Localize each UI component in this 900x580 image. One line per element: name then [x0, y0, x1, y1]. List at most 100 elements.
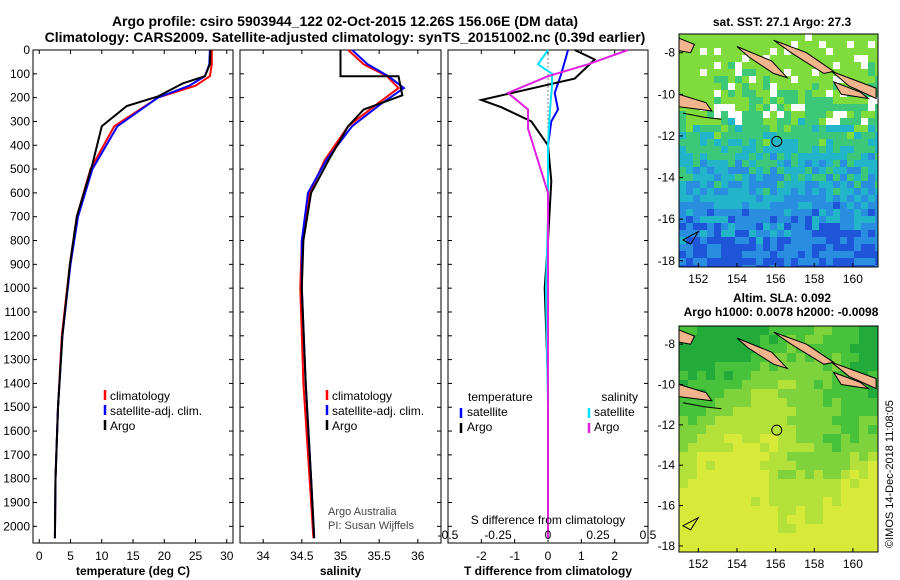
map-cell — [868, 195, 875, 202]
map-cell — [854, 223, 861, 230]
map-cell — [861, 76, 868, 83]
map-cell — [784, 195, 791, 202]
map-cell — [798, 209, 805, 216]
map-cell — [742, 488, 751, 497]
map-cell — [686, 216, 693, 223]
map-cell — [763, 209, 770, 216]
map-cell — [840, 216, 847, 223]
map-cell — [868, 216, 875, 223]
map-cell — [823, 542, 832, 551]
map-cell — [742, 97, 749, 104]
map-cell — [728, 174, 735, 181]
map-cell — [796, 380, 805, 389]
map-cell — [769, 542, 778, 551]
map-cell — [850, 353, 859, 362]
map-cell — [707, 202, 714, 209]
temperature-panel-frame — [32, 49, 234, 544]
map-cell — [805, 209, 812, 216]
map-cell — [791, 174, 798, 181]
map-cell — [868, 97, 875, 104]
map-cell — [777, 237, 784, 244]
map-cell — [859, 425, 868, 434]
map-cell — [840, 223, 847, 230]
map-cell — [686, 153, 693, 160]
map-cell — [715, 434, 724, 443]
map-cell — [850, 443, 859, 452]
map-cell — [707, 41, 714, 48]
map-cell — [861, 139, 868, 146]
map-cell — [700, 195, 707, 202]
map-cell — [850, 515, 859, 524]
map-cell — [751, 461, 760, 470]
map-cell — [805, 533, 814, 542]
map-cell — [823, 497, 832, 506]
map-cell — [688, 461, 697, 470]
map-cell — [769, 389, 778, 398]
map-cell — [823, 515, 832, 524]
map-cell — [697, 470, 706, 479]
map-cell — [721, 174, 728, 181]
map-cell — [791, 125, 798, 132]
map-cell — [787, 524, 796, 533]
map-cell — [814, 542, 823, 551]
map-cell — [833, 132, 840, 139]
map-cell — [714, 41, 721, 48]
map-cell — [859, 479, 868, 488]
map-cell — [756, 160, 763, 167]
map-cell — [679, 326, 688, 335]
map-cell — [847, 202, 854, 209]
map-cell — [798, 69, 805, 76]
map-cell — [868, 416, 877, 425]
map-cell — [700, 265, 707, 267]
map-cell — [749, 104, 756, 111]
map-cell — [805, 488, 814, 497]
map-cell — [875, 188, 878, 195]
map-cell — [721, 139, 728, 146]
map-cell — [697, 380, 706, 389]
island — [736, 337, 789, 370]
map-cell — [805, 216, 812, 223]
s-tick-label: 0.25 — [586, 528, 610, 542]
map-cell — [861, 258, 868, 265]
map-cell — [796, 362, 805, 371]
map-x-tick-label: 152 — [688, 557, 708, 571]
map-cell — [868, 362, 877, 371]
map-cell — [735, 181, 742, 188]
map-cell — [769, 461, 778, 470]
map-cell — [724, 425, 733, 434]
map-cell — [791, 132, 798, 139]
map-cell — [760, 326, 769, 335]
map-cell — [735, 195, 742, 202]
map-cell — [819, 83, 826, 90]
map-cell — [784, 118, 791, 125]
map-cell — [812, 83, 819, 90]
series-salinity-argo — [506, 49, 629, 539]
map-cell — [751, 416, 760, 425]
map-cell — [868, 125, 875, 132]
map-cell — [763, 34, 770, 41]
map-cell — [868, 104, 875, 111]
map-cell — [805, 111, 812, 118]
map-cell — [742, 41, 749, 48]
map-cell — [706, 425, 715, 434]
map-cell — [875, 41, 878, 48]
map-cell — [770, 48, 777, 55]
map-cell — [796, 353, 805, 362]
map-cell — [787, 389, 796, 398]
island — [679, 329, 696, 345]
map-cell — [868, 443, 877, 452]
map-cell — [854, 41, 861, 48]
map-cell — [760, 380, 769, 389]
map-cell — [679, 371, 688, 380]
map-cell — [823, 425, 832, 434]
map-cell — [693, 83, 700, 90]
map-cell — [826, 34, 833, 41]
map-cell — [770, 167, 777, 174]
map-cell — [679, 76, 686, 83]
map-cell — [819, 160, 826, 167]
map-cell — [787, 425, 796, 434]
map-cell — [770, 209, 777, 216]
map-cell — [679, 237, 686, 244]
map-cell — [706, 488, 715, 497]
map-cell — [787, 434, 796, 443]
